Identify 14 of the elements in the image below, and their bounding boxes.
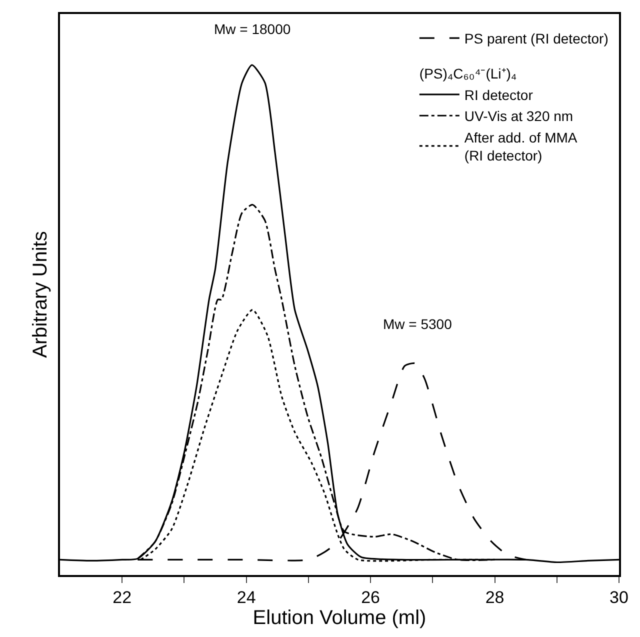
- legend-label: After add. of MMA (RI detector): [464, 129, 578, 164]
- legend-label: UV-Vis at 320 nm: [464, 108, 574, 124]
- legend-label: PS parent (RI detector): [464, 30, 608, 46]
- x-tick-label: 24: [236, 588, 256, 608]
- x-axis-title: Elution Volume (ml): [252, 607, 426, 630]
- legend-title: (PS)₄C₆₀⁴⁻(Li⁺)₄: [419, 66, 517, 82]
- annotation: Mw = 5300: [383, 316, 452, 332]
- legend-label: RI detector: [464, 86, 534, 103]
- y-axis-title: Arbitrary Units: [29, 231, 52, 358]
- x-tick-label: 26: [361, 588, 380, 608]
- x-tick-label: 30: [610, 588, 628, 608]
- text: Mw = 18000: [214, 21, 291, 37]
- x-tick-label: 28: [485, 588, 504, 608]
- x-tick-label: 22: [112, 588, 132, 608]
